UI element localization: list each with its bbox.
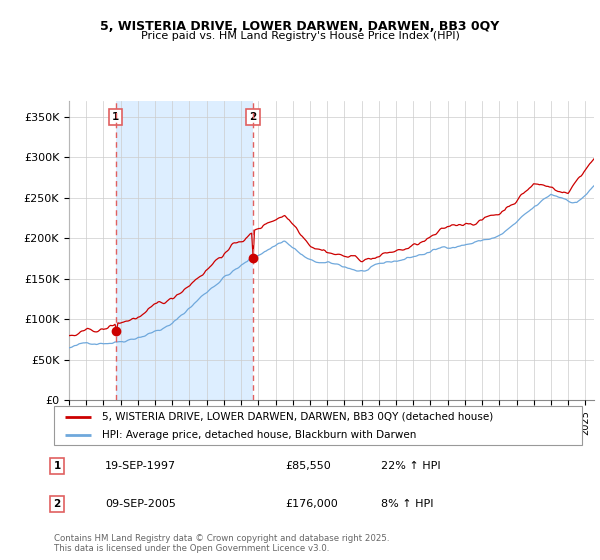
Text: Contains HM Land Registry data © Crown copyright and database right 2025.
This d: Contains HM Land Registry data © Crown c… <box>54 534 389 553</box>
Text: HPI: Average price, detached house, Blackburn with Darwen: HPI: Average price, detached house, Blac… <box>101 430 416 440</box>
Text: 5, WISTERIA DRIVE, LOWER DARWEN, DARWEN, BB3 0QY: 5, WISTERIA DRIVE, LOWER DARWEN, DARWEN,… <box>100 20 500 32</box>
Text: 09-SEP-2005: 09-SEP-2005 <box>105 499 176 509</box>
Text: 22% ↑ HPI: 22% ↑ HPI <box>381 461 440 471</box>
Text: 2: 2 <box>53 499 61 509</box>
Text: 2: 2 <box>250 112 257 122</box>
Bar <box>116 101 253 400</box>
Text: 8% ↑ HPI: 8% ↑ HPI <box>381 499 433 509</box>
Text: 1: 1 <box>112 112 119 122</box>
Text: Price paid vs. HM Land Registry's House Price Index (HPI): Price paid vs. HM Land Registry's House … <box>140 31 460 41</box>
Text: £176,000: £176,000 <box>285 499 338 509</box>
Text: 1: 1 <box>53 461 61 471</box>
Text: 19-SEP-1997: 19-SEP-1997 <box>105 461 176 471</box>
Text: 5, WISTERIA DRIVE, LOWER DARWEN, DARWEN, BB3 0QY (detached house): 5, WISTERIA DRIVE, LOWER DARWEN, DARWEN,… <box>101 412 493 422</box>
Text: £85,550: £85,550 <box>285 461 331 471</box>
